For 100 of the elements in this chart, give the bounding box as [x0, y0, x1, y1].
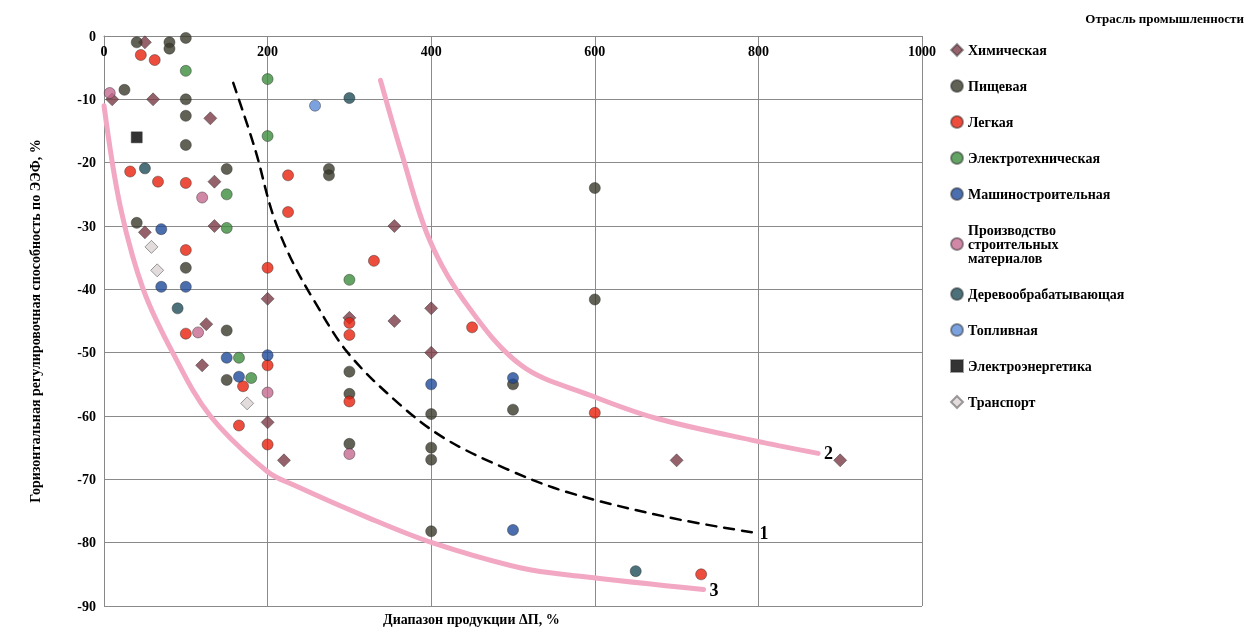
point — [146, 92, 161, 107]
y-tick-label: 0 — [89, 28, 96, 44]
point — [179, 93, 192, 106]
x-tick-label: 600 — [584, 43, 606, 59]
point — [171, 302, 184, 315]
point — [466, 321, 479, 334]
point — [203, 111, 218, 126]
point — [507, 372, 519, 384]
point — [179, 244, 192, 257]
point — [588, 406, 601, 419]
point — [220, 373, 233, 386]
point — [179, 109, 192, 122]
legend-label: Производство строительных материалов — [968, 222, 1062, 266]
point — [343, 273, 356, 286]
point — [179, 261, 192, 274]
point — [261, 261, 274, 274]
point — [695, 568, 708, 581]
point — [245, 372, 258, 384]
point — [179, 31, 192, 44]
point — [261, 73, 274, 86]
point — [588, 293, 601, 306]
point — [220, 351, 233, 364]
point — [195, 358, 210, 373]
point — [425, 408, 438, 421]
point — [343, 437, 356, 450]
y-tick-label: -50 — [77, 345, 96, 361]
point — [220, 163, 233, 175]
point — [261, 130, 274, 143]
series-label: 2 — [824, 443, 834, 464]
point — [629, 565, 642, 578]
x-tick-label: 1000 — [908, 43, 936, 59]
point — [137, 225, 152, 240]
point — [343, 365, 356, 378]
point — [343, 395, 356, 408]
point — [148, 54, 161, 67]
point — [424, 301, 439, 316]
legend-label: Химическая — [968, 42, 1048, 58]
point — [276, 453, 291, 468]
point — [343, 448, 356, 460]
x-tick-label: 0 — [100, 43, 108, 59]
legend-label: Пищевая — [968, 78, 1028, 94]
point — [833, 453, 848, 468]
legend-title: Отрасль промышленности — [1085, 11, 1245, 26]
point — [507, 403, 519, 416]
point — [103, 87, 116, 99]
point — [130, 131, 143, 144]
series-label: 3 — [709, 579, 719, 600]
x-tick-label: 200 — [257, 43, 279, 59]
point — [196, 191, 209, 204]
point — [134, 49, 147, 61]
point — [220, 221, 233, 234]
legend-label: Машиностроительная — [968, 186, 1111, 202]
y-axis-title: Горизонтальная регулировочная способность по ЭЭФ, % — [27, 139, 43, 503]
point — [232, 351, 245, 364]
point — [138, 162, 151, 175]
y-tick-label: -10 — [77, 91, 96, 107]
point — [367, 254, 380, 267]
point — [118, 83, 131, 96]
y-tick-label: -40 — [77, 281, 96, 297]
point — [260, 415, 275, 430]
point — [387, 314, 402, 328]
point — [261, 359, 274, 372]
point — [282, 206, 295, 219]
point — [343, 316, 356, 329]
point — [179, 280, 192, 293]
point — [220, 324, 233, 337]
line-series — [231, 81, 755, 534]
legend-label: Топливная — [968, 322, 1039, 338]
x-tick-label: 400 — [420, 43, 442, 59]
legend-label: Электроэнергетика — [968, 358, 1092, 374]
point — [425, 453, 438, 466]
point — [282, 169, 295, 182]
point — [387, 219, 402, 233]
x-axis-title: Диапазон продукции ΔП, % — [383, 611, 560, 627]
point — [261, 438, 274, 451]
point — [588, 182, 601, 194]
y-tick-label: -20 — [77, 155, 96, 171]
legend-label: Легкая — [968, 114, 1014, 130]
point — [237, 380, 250, 393]
point — [425, 378, 438, 391]
point — [232, 419, 245, 432]
series-label: 1 — [759, 522, 769, 543]
point — [669, 453, 684, 468]
y-tick-label: -30 — [77, 218, 96, 234]
point — [144, 239, 159, 254]
point — [232, 370, 245, 383]
point — [124, 165, 137, 178]
point — [261, 349, 274, 362]
legend-label: Транспорт — [968, 394, 1036, 410]
point — [152, 175, 164, 188]
y-tick-label: -80 — [77, 535, 96, 551]
point — [507, 524, 519, 536]
point — [207, 219, 222, 233]
point — [322, 169, 335, 182]
point — [207, 174, 222, 189]
point — [179, 176, 192, 189]
y-tick-label: -60 — [77, 408, 96, 424]
point — [309, 99, 322, 112]
point — [425, 525, 438, 538]
point — [179, 138, 192, 151]
